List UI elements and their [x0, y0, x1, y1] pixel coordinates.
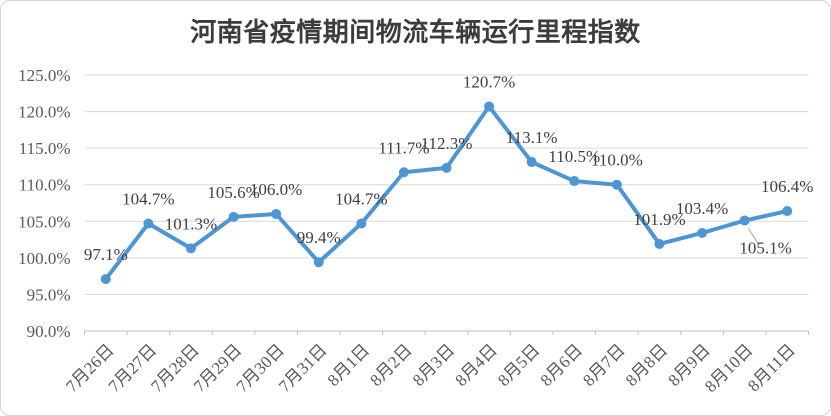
data-point [143, 218, 154, 229]
data-label: 104.7% [122, 189, 174, 208]
y-axis-tick-label: 95.0% [27, 285, 71, 304]
chart-title: 河南省疫情期间物流车辆运行里程指数 [190, 18, 641, 47]
data-label: 101.9% [633, 210, 685, 229]
data-point [185, 243, 196, 254]
data-point [782, 206, 793, 217]
data-label: 112.3% [421, 134, 473, 153]
y-axis-tick-label: 115.0% [19, 139, 71, 158]
data-label: 97.1% [84, 245, 128, 264]
data-point [484, 101, 495, 112]
data-point [100, 274, 111, 285]
x-axis-tick-label: 8月8日 [622, 340, 671, 389]
x-axis-tick-label: 8月10日 [701, 340, 757, 396]
data-point [228, 211, 239, 222]
data-label: 113.1% [506, 128, 558, 147]
x-axis-tick-label: 8月7日 [579, 340, 628, 389]
data-point [356, 218, 367, 229]
data-point [526, 157, 537, 168]
x-axis-tick-label: 8月1日 [324, 340, 373, 389]
data-label: 120.7% [463, 72, 515, 91]
y-axis-tick-label: 120.0% [18, 103, 70, 122]
data-point [739, 215, 750, 226]
data-point [611, 179, 622, 190]
data-label: 105.6% [207, 183, 259, 202]
x-axis-tick-label: 8月11日 [744, 340, 799, 395]
data-point [313, 257, 324, 268]
data-point [569, 176, 580, 187]
x-axis-tick-label: 7月31日 [275, 340, 331, 396]
x-axis-tick-label: 8月6日 [537, 340, 586, 389]
data-label: 110.5% [548, 147, 600, 166]
x-axis-tick-label: 8月4日 [451, 340, 500, 389]
y-axis-tick-label: 110.0% [19, 176, 71, 195]
data-point [398, 167, 409, 178]
y-axis-tick-label: 105.0% [18, 212, 70, 231]
data-point [654, 238, 665, 249]
data-point [697, 227, 708, 238]
y-axis-tick-label: 100.0% [18, 249, 70, 268]
data-label: 111.7% [378, 138, 429, 157]
label-leader-line [748, 228, 760, 245]
data-label: 106.0% [250, 180, 302, 199]
y-axis-tick-label: 90.0% [27, 322, 71, 341]
x-axis-tick-label: 8月3日 [409, 340, 458, 389]
y-axis-tick-label: 125.0% [18, 66, 70, 85]
data-label: 101.3% [165, 214, 217, 233]
data-label: 105.1% [739, 239, 791, 258]
data-label: 99.4% [297, 228, 341, 247]
data-label: 110.0% [591, 151, 643, 170]
data-label: 104.7% [335, 189, 387, 208]
data-point [271, 208, 282, 219]
data-label: 106.4% [761, 177, 813, 196]
data-point [441, 162, 452, 173]
x-axis-tick-label: 8月5日 [494, 340, 543, 389]
x-axis-tick-label: 8月2日 [366, 340, 415, 389]
data-label: 103.4% [676, 199, 728, 218]
